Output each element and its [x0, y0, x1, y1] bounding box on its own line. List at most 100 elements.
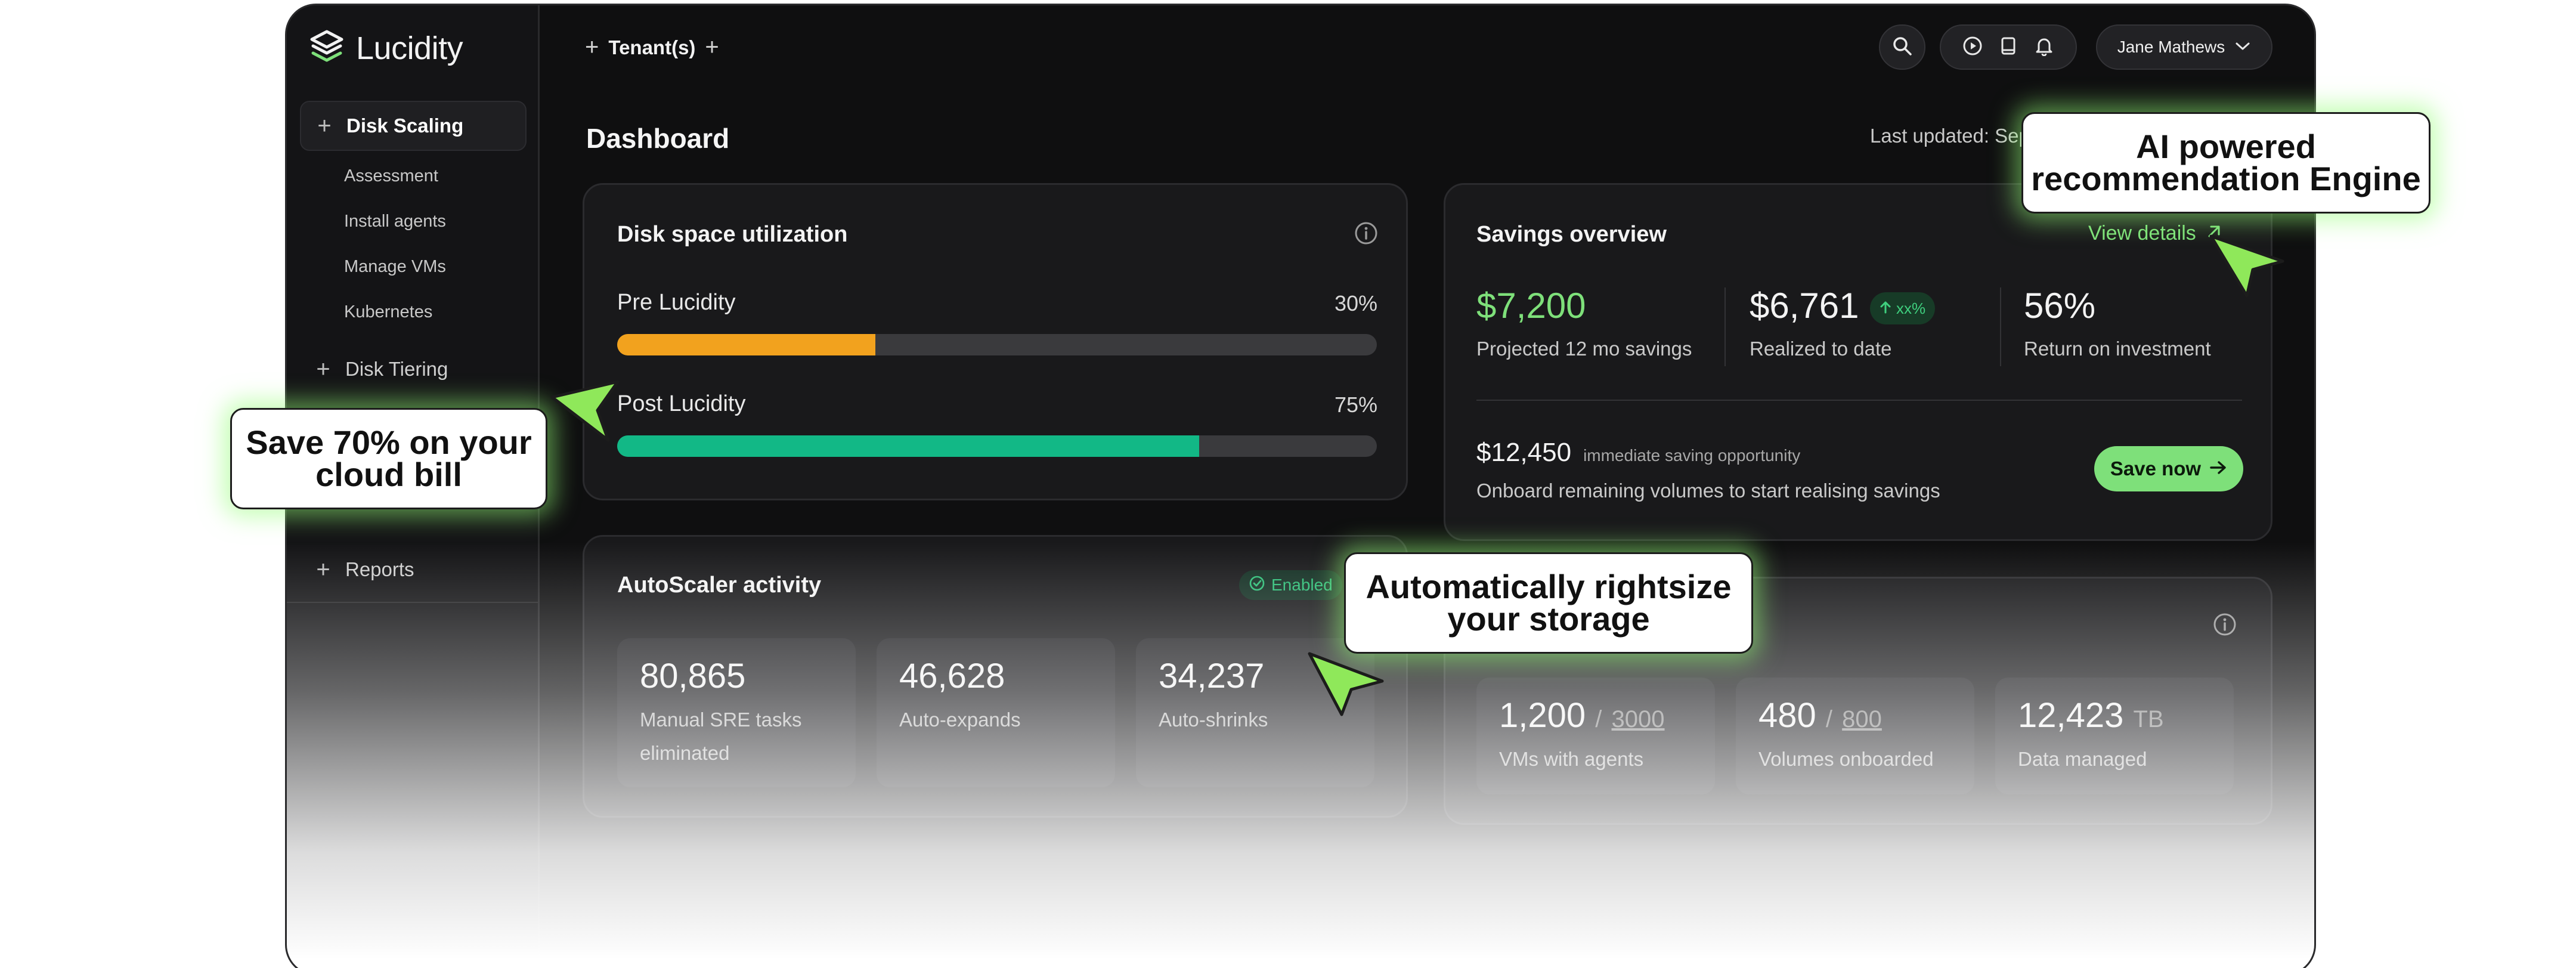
- sidebar-item-label: Reports: [345, 558, 414, 580]
- post-lucidity-percent: 75%: [1334, 392, 1377, 417]
- sidebar-divider: [287, 602, 540, 603]
- sidebar-subitem-install-agents[interactable]: Install agents: [344, 212, 446, 231]
- stat-value: 46,628: [899, 657, 1005, 695]
- logo[interactable]: Lucidity: [308, 28, 463, 68]
- sidebar-subitem-kubernetes[interactable]: Kubernetes: [344, 302, 433, 321]
- stat-value-group: 1,200 / 3000: [1499, 695, 1665, 735]
- stat-label: Manual SRE tasks: [640, 709, 802, 731]
- action-button-group: [1940, 24, 2077, 70]
- sidebar-subitem-manage-vms[interactable]: Manage VMs: [344, 257, 446, 276]
- stat-label-line2: eliminated: [640, 742, 730, 764]
- pre-lucidity-label: Pre Lucidity: [617, 290, 736, 315]
- stat-value-group: 12,423 TB: [2018, 695, 2164, 735]
- view-details-link[interactable]: View details: [2088, 222, 2222, 245]
- card-title: Savings overview: [1476, 222, 1667, 247]
- save-now-button[interactable]: Save now: [2094, 446, 2243, 491]
- save-now-label: Save now: [2110, 457, 2202, 480]
- book-icon[interactable]: [1998, 36, 2018, 59]
- projected-savings-value: $7,200: [1476, 286, 1586, 326]
- plus-icon: +: [705, 34, 719, 60]
- divider: [1724, 287, 1726, 366]
- stat-label: Volumes onboarded: [1758, 748, 1934, 770]
- stat-value: 34,237: [1159, 657, 1265, 695]
- user-name: Jane Mathews: [2117, 38, 2225, 56]
- callout-line: AI powered: [2136, 128, 2316, 165]
- pointer-cursor-icon: [2209, 234, 2284, 298]
- sidebar-item-disk-tiering[interactable]: + Disk Tiering: [300, 344, 527, 394]
- realized-label: Realized to date: [1750, 338, 1892, 360]
- sidebar-item-disk-scaling[interactable]: + Disk Scaling: [300, 101, 527, 151]
- plus-icon: +: [317, 112, 332, 139]
- plus-icon: +: [316, 355, 330, 382]
- savings-overview-card: Savings overview View details $7,200 Pro…: [1444, 183, 2272, 541]
- opportunity-label: immediate saving opportunity: [1583, 446, 1801, 465]
- stat-suffix-sep: /: [1595, 706, 1602, 732]
- chevron-down-icon: [2234, 38, 2251, 57]
- callout-line: Automatically rightsize: [1366, 568, 1732, 605]
- opportunity-description: Onboard remaining volumes to start reali…: [1476, 480, 1940, 502]
- search-button[interactable]: [1879, 24, 1925, 70]
- opportunity-value: $12,450: [1476, 438, 1572, 467]
- stat-unit: TB: [2133, 706, 2164, 732]
- pre-lucidity-bar-fill: [617, 334, 876, 355]
- divider: [2000, 287, 2001, 366]
- roi-value: 56%: [2024, 286, 2096, 326]
- post-lucidity-bar: [617, 435, 1377, 457]
- stat-card-data-managed: 12,423 TB Data managed: [1995, 678, 2234, 794]
- info-icon[interactable]: [1354, 221, 1379, 249]
- opportunity-row: $12,450 immediate saving opportunity: [1476, 438, 1800, 468]
- post-lucidity-label: Post Lucidity: [617, 391, 746, 416]
- stat-value: 12,423: [2018, 696, 2124, 735]
- callout-line: Save 70% on your: [246, 423, 532, 461]
- stat-card-volumes: 480 / 800 Volumes onboarded: [1736, 678, 1974, 794]
- layers-logo-icon: [308, 28, 345, 68]
- bell-icon[interactable]: [2034, 36, 2054, 59]
- card-title: Disk space utilization: [617, 222, 848, 247]
- pointer-cursor-icon: [550, 380, 620, 442]
- callout-line: recommendation Engine: [2031, 160, 2421, 197]
- last-updated-text: Last updated: Sep: [1870, 125, 2030, 147]
- pre-lucidity-percent: 30%: [1334, 291, 1377, 316]
- pre-lucidity-bar: [617, 334, 1377, 355]
- card-title: AutoScaler activity: [617, 573, 822, 598]
- callout-rightsize: Automatically rightsize your storage: [1344, 552, 1753, 654]
- sidebar-item-label: Disk Tiering: [345, 358, 448, 380]
- search-icon: [1892, 36, 1912, 59]
- stat-card-manual-tasks: 80,865 Manual SRE tasks eliminated: [617, 638, 856, 787]
- stat-label: Data managed: [2018, 748, 2147, 770]
- stat-label: VMs with agents: [1499, 748, 1644, 770]
- autoscaler-card: AutoScaler activity Enabled 80,865 Manua…: [583, 535, 1408, 818]
- stat-value: 480: [1758, 696, 1816, 735]
- stat-suffix: 3000: [1611, 706, 1665, 732]
- stat-card-auto-expands: 46,628 Auto-expands: [877, 638, 1115, 787]
- roi-label: Return on investment: [2024, 338, 2211, 360]
- sidebar-subitem-assessment[interactable]: Assessment: [344, 166, 438, 185]
- stat-label: Auto-shrinks: [1159, 709, 1268, 731]
- pointer-cursor-icon: [1308, 652, 1384, 716]
- enabled-status-label: Enabled: [1271, 576, 1333, 594]
- enabled-status-badge: Enabled: [1239, 570, 1342, 600]
- info-icon[interactable]: [2212, 612, 2237, 640]
- view-details-label: View details: [2088, 222, 2196, 245]
- stat-value-group: 480 / 800: [1758, 695, 1882, 735]
- arrow-up-icon: [1880, 299, 1891, 318]
- user-menu-button[interactable]: Jane Mathews: [2096, 24, 2272, 70]
- divider: [1476, 400, 2242, 401]
- disk-space-card: Disk space utilization Pre Lucidity 30% …: [583, 183, 1408, 500]
- growth-badge-value: xx%: [1896, 299, 1926, 317]
- growth-badge: xx%: [1870, 292, 1936, 324]
- plus-icon: +: [585, 34, 599, 60]
- post-lucidity-bar-fill: [617, 435, 1199, 457]
- sidebar-item-label: Disk Scaling: [346, 115, 464, 137]
- stat-suffix: 800: [1842, 706, 1882, 732]
- tenant-label: Tenant(s): [608, 36, 696, 58]
- stat-label: Auto-expands: [899, 709, 1021, 731]
- stat-value: 80,865: [640, 657, 746, 695]
- tenant-selector[interactable]: + Tenant(s) +: [585, 34, 719, 61]
- stat-card-vms: 1,200 / 3000 VMs with agents: [1476, 678, 1715, 794]
- play-icon[interactable]: [1962, 36, 1983, 59]
- stat-value: 1,200: [1499, 696, 1586, 735]
- sidebar-item-reports[interactable]: + Reports: [300, 545, 527, 595]
- callout-save-70: Save 70% on your cloud bill: [230, 408, 547, 509]
